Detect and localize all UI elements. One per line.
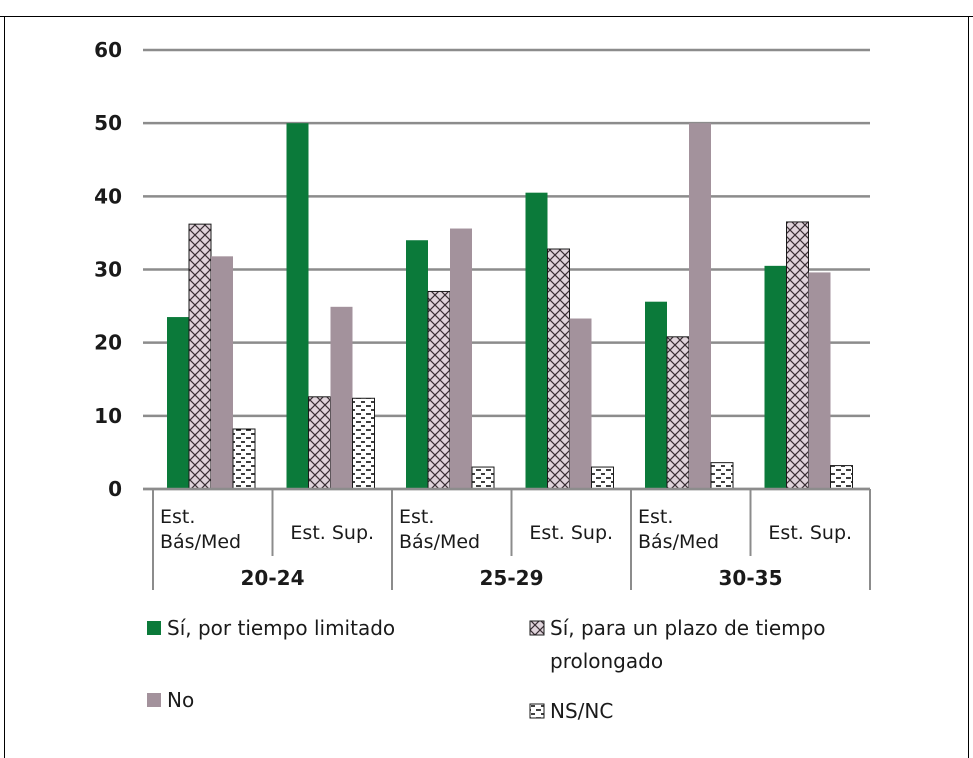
bar — [525, 192, 548, 490]
x-group-label: 20-24 — [241, 566, 305, 590]
frame-left-border — [4, 16, 5, 758]
bars — [167, 123, 853, 490]
y-tick-label: 60 — [94, 38, 122, 62]
bar — [764, 265, 787, 489]
bar — [450, 228, 472, 489]
x-group-label: 30-35 — [719, 566, 783, 590]
bar — [710, 462, 734, 490]
x-category-label: Est. Sup. — [290, 522, 374, 544]
frame-top-border — [0, 16, 973, 17]
bar — [308, 396, 331, 490]
bar — [808, 272, 831, 489]
y-tick-label: 50 — [94, 111, 122, 135]
bar — [167, 317, 189, 489]
legend-label: No — [167, 688, 194, 712]
legend-label: Sí, por tiempo limitado — [167, 616, 395, 640]
bar — [689, 123, 711, 490]
x-category-label: Est. Sup. — [529, 522, 613, 544]
legend-swatch — [147, 621, 161, 635]
legend-swatch — [529, 703, 545, 719]
x-category-label: Est. Bás/Med — [160, 506, 241, 553]
frame-right-border — [968, 16, 969, 758]
bar — [645, 301, 667, 489]
y-tick-label: 20 — [94, 331, 122, 355]
legend-label: NS/NC — [550, 699, 613, 723]
bar — [286, 123, 309, 490]
x-category-label: Est. Bás/Med — [399, 506, 480, 553]
bar — [211, 256, 233, 489]
legend: Sí, por tiempo limitado Sí, para un plazo… — [147, 616, 826, 723]
bar — [547, 248, 570, 490]
bar — [569, 318, 592, 489]
y-tick-label: 10 — [94, 404, 122, 428]
bar — [330, 306, 353, 489]
legend-swatch — [147, 693, 161, 707]
y-tick-label: 40 — [94, 184, 122, 208]
y-tick-label: 0 — [108, 477, 122, 501]
y-tick-label: 30 — [94, 258, 122, 282]
bar — [232, 428, 256, 490]
gridlines — [143, 48, 870, 491]
bar — [406, 240, 428, 489]
axes: 0 10 20 30 40 50 60 Est. Bás/Med Est. Sup. Est. Bás… — [94, 38, 871, 590]
bar — [471, 466, 495, 490]
x-category-label: Est. Sup. — [768, 522, 852, 544]
legend-label: Sí, para un plazo de tiempo prolongado — [550, 616, 826, 673]
bar — [830, 465, 853, 490]
bar — [786, 221, 809, 490]
bar — [188, 223, 212, 490]
x-group-label: 25-29 — [480, 566, 544, 590]
x-category-label: Est. Bás/Med — [638, 506, 719, 553]
bar — [427, 290, 451, 490]
bar — [666, 336, 690, 490]
bar — [591, 466, 614, 490]
legend-swatch — [529, 620, 545, 636]
bar — [352, 397, 375, 490]
